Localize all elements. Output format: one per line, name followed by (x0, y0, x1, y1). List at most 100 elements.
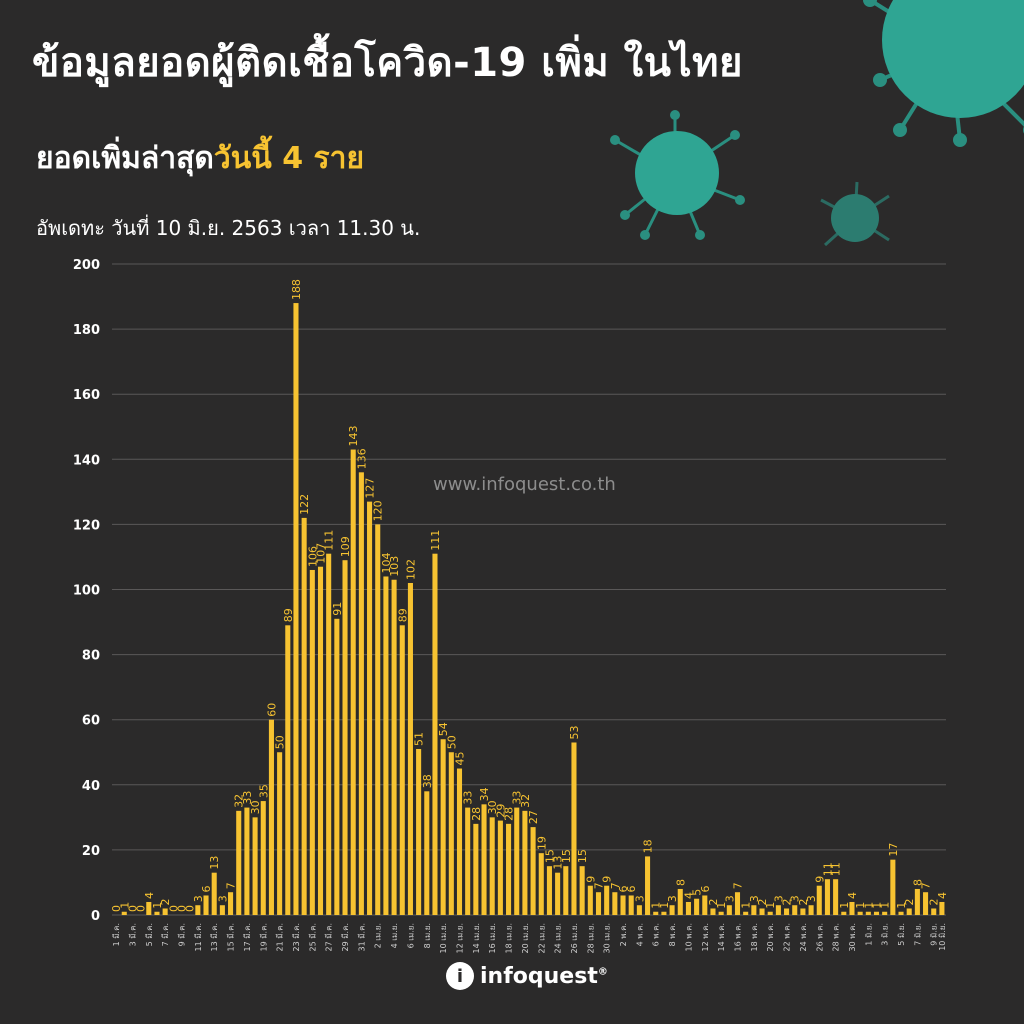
data-label: 1 (740, 902, 753, 909)
x-tick-label: 15 มี.ค. (227, 923, 236, 951)
x-tick-label: 30 เม.ย. (603, 923, 612, 954)
bar (350, 449, 356, 915)
x-tick-label: 22 เม.ย. (537, 923, 546, 954)
x-tick-label: 11 มี.ค. (194, 923, 203, 951)
x-tick-label: 3 มิ.ย. (881, 923, 890, 946)
bar (211, 872, 217, 915)
data-label: 50 (445, 735, 458, 749)
bar (358, 472, 364, 915)
x-tick-label: 8 เม.ย. (423, 923, 432, 948)
x-tick-label: 7 มี.ค. (161, 923, 170, 946)
bar (906, 908, 912, 915)
bar (751, 905, 757, 915)
data-label: 28 (503, 807, 516, 821)
bar (309, 569, 315, 915)
data-label: 33 (511, 791, 524, 805)
data-label: 2 (781, 898, 794, 905)
data-label: 13 (208, 856, 221, 870)
y-tick-label: 60 (82, 714, 100, 729)
x-tick-label: 14 เม.ย. (472, 923, 481, 954)
data-label: 53 (568, 725, 581, 739)
data-label: 11 (821, 862, 834, 876)
bar (710, 908, 716, 915)
data-label: 2 (707, 898, 720, 905)
bar (317, 566, 324, 915)
bar (440, 739, 446, 915)
data-label: 3 (216, 895, 229, 902)
data-label: 0 (110, 905, 123, 912)
data-label: 33 (462, 791, 475, 805)
bar (833, 879, 839, 915)
bar (252, 817, 258, 915)
data-label: 1 (838, 902, 851, 909)
y-tick-label: 100 (73, 584, 100, 599)
x-tick-label: 24 เม.ย. (554, 923, 563, 954)
y-tick-label: 200 (73, 258, 100, 273)
x-tick-label: 17 มี.ค. (243, 923, 252, 951)
bar (743, 911, 749, 915)
data-label: 111 (429, 530, 442, 551)
bar (718, 911, 724, 915)
logo-text: infoquest (480, 963, 598, 989)
x-tick-label: 5 มี.ค. (145, 923, 154, 946)
x-tick-label: 10 เม.ย. (439, 923, 448, 954)
bar (808, 905, 814, 915)
bar (595, 892, 602, 915)
bar (620, 895, 626, 915)
bar (914, 888, 920, 915)
bar (465, 807, 471, 915)
x-tick-label: 9 มี.ค. (178, 923, 187, 946)
bar (154, 911, 160, 915)
x-tick-label: 29 มี.ค. (341, 923, 350, 951)
bar (882, 911, 888, 915)
bar (497, 820, 503, 915)
data-label: 7 (732, 882, 745, 889)
bar (236, 810, 242, 915)
x-tick-label: 26 เม.ย. (570, 923, 579, 954)
bar (342, 560, 348, 915)
x-tick-label: 12 พ.ค. (701, 923, 710, 951)
data-label: 9 (584, 876, 597, 883)
x-tick-label: 6 พ.ค. (652, 923, 661, 946)
x-tick-label: 28 พ.ค. (832, 923, 841, 951)
data-label: 1 (854, 902, 867, 909)
bar (792, 905, 798, 915)
bar (293, 303, 299, 915)
bar (334, 618, 340, 915)
subtitle-prefix: ยอดเพิ่มล่าสุด (36, 141, 214, 176)
y-tick-label: 160 (73, 388, 100, 403)
data-label: 5 (691, 889, 704, 896)
bar (407, 582, 413, 915)
data-label: 1 (658, 902, 671, 909)
data-label: 0 (184, 905, 197, 912)
data-label: 106 (306, 546, 319, 567)
data-label: 17 (887, 843, 900, 857)
data-label: 1 (895, 902, 908, 909)
x-tick-label: 16 พ.ค. (734, 923, 743, 951)
bar (694, 898, 700, 915)
bar (244, 807, 250, 915)
data-label: 35 (257, 784, 270, 798)
bar (702, 895, 708, 915)
data-label: 15 (543, 849, 556, 863)
data-label: 28 (470, 807, 483, 821)
bar (367, 501, 373, 915)
bar (506, 823, 512, 915)
bar (628, 895, 634, 915)
bar (326, 553, 332, 915)
data-label: 1 (650, 902, 663, 909)
x-tick-label: 10 พ.ค. (684, 923, 693, 951)
data-label: 7 (225, 882, 238, 889)
x-tick-label: 27 มี.ค. (325, 923, 334, 951)
data-label: 1 (764, 902, 777, 909)
data-label: 122 (298, 494, 311, 515)
data-label: 3 (748, 895, 761, 902)
bar (873, 911, 880, 915)
data-label: 1 (871, 902, 884, 909)
bar (514, 807, 520, 915)
virus-icon (820, 181, 890, 247)
data-label: 1 (862, 902, 875, 909)
x-tick-label: 1 มี.ค. (112, 923, 121, 946)
bar (726, 905, 732, 915)
